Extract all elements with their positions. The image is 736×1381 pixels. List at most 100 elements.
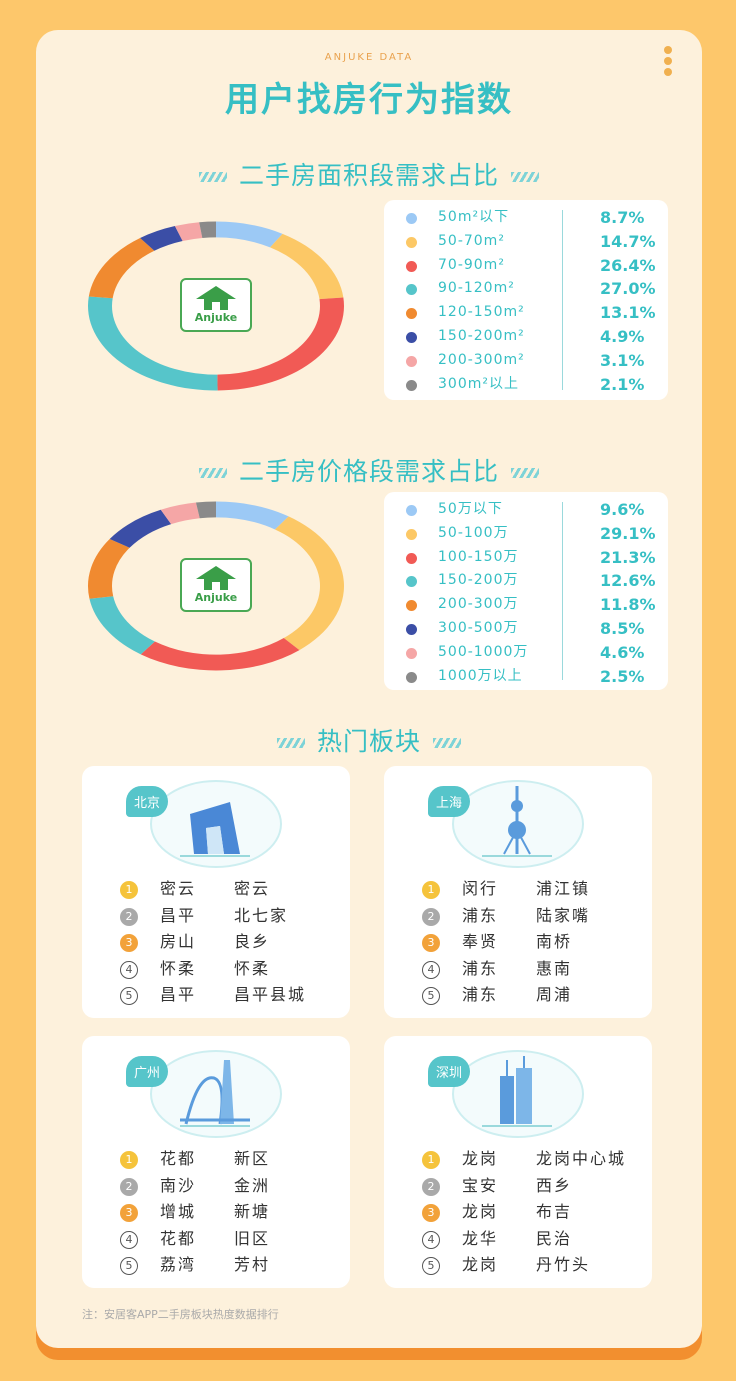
rank-medal-icon: 5 [422, 987, 440, 1005]
block-name: 浦江镇 [536, 879, 591, 898]
city-card-guangzhou: 广州 1 花都 新区 2 南沙 金洲 3 增城 新塘 4 花都 旧区 5 荔湾 芳村 [82, 1036, 350, 1288]
legend-dot-icon [406, 505, 417, 516]
legend-label: 90-120m² [438, 280, 515, 297]
district-name: 南沙 [160, 1175, 197, 1195]
city-tag: 深圳 [428, 1056, 471, 1087]
legend-item: 150-200万 12.6% [400, 569, 668, 593]
legend-label: 100-150万 [438, 548, 519, 565]
district-name: 龙华 [462, 1228, 499, 1248]
block-name: 金洲 [234, 1175, 271, 1195]
brand-label: ANJUKE DATA [324, 52, 414, 63]
donut-slice [216, 221, 283, 248]
legend-item: 100-150万 21.3% [400, 546, 668, 570]
block-name: 昌平县城 [234, 985, 307, 1004]
block-name: 旧区 [234, 1228, 271, 1248]
legend-value: 26.4% [600, 255, 656, 275]
district-name: 奉贤 [462, 932, 499, 951]
legend-dot-icon [406, 379, 417, 391]
legend-dot-icon [406, 260, 417, 272]
donut-slice [140, 225, 183, 251]
legend-label: 50-100万 [438, 524, 509, 541]
legend-dot-icon [406, 576, 417, 588]
legend-label: 150-200m² [438, 327, 525, 344]
donut-slice [109, 509, 172, 548]
legend-dot-icon [406, 355, 417, 367]
rank-medal-icon: 2 [120, 1177, 138, 1196]
block-name: 芳村 [234, 1255, 271, 1274]
block-name: 密云 [234, 879, 271, 898]
rank-medal-icon: 4 [422, 960, 440, 979]
section-title-area: 二手房面积段需求占比 [36, 156, 702, 192]
legend-item: 50万以下 9.6% [400, 498, 668, 522]
legend-item: 300m²以上 2.1% [400, 373, 668, 397]
block-name: 陆家嘴 [536, 905, 591, 925]
slash-decor-icon [198, 172, 227, 182]
rank-medal-icon: 5 [422, 1257, 440, 1275]
district-name: 昌平 [160, 905, 197, 925]
page-title-wrap: 用户找房行为指数 [36, 72, 702, 121]
more-menu-icon[interactable] [664, 46, 674, 79]
city-card-shenzhen: 深圳 1 龙岗 龙岗中心城 2 宝安 西乡 3 龙岗 布吉 4 龙华 民治 5 龙岗 丹… [384, 1036, 652, 1288]
legend-value: 12.6% [600, 571, 656, 591]
legend-value: 2.5% [600, 666, 645, 686]
legend-dot-icon [406, 308, 417, 320]
block-name: 民治 [536, 1228, 573, 1248]
legend-label: 50m²以下 [438, 209, 510, 225]
page-title: 用户找房行为指数 [217, 72, 521, 121]
donut-slice [160, 502, 200, 525]
rank-medal-icon: 2 [422, 1177, 440, 1196]
slash-decor-icon [276, 738, 305, 748]
legend-dot-icon [406, 623, 417, 635]
city-tag: 上海 [428, 786, 471, 817]
rank-medal-icon: 4 [120, 1230, 138, 1249]
legend-label: 1000万以上 [438, 667, 523, 684]
legend-value: 8.7% [600, 208, 645, 227]
block-name: 西乡 [536, 1175, 573, 1195]
rank-medal-icon: 3 [120, 934, 138, 952]
legend-item: 150-200m² 4.9% [400, 325, 668, 349]
block-name: 丹竹头 [536, 1255, 591, 1274]
rank-medal-icon: 1 [422, 881, 440, 899]
legend-item: 120-150m² 13.1% [400, 301, 668, 325]
legend-label: 50-70m² [438, 232, 505, 249]
donut-slice [216, 501, 289, 530]
rank-medal-icon: 2 [120, 907, 138, 926]
canton-tower-icon [180, 1060, 250, 1127]
legend-label: 50万以下 [438, 501, 503, 517]
rank-medal-icon: 5 [120, 987, 138, 1005]
legend-value: 9.6% [600, 500, 645, 519]
legend-label: 300m²以上 [438, 375, 519, 392]
block-name: 布吉 [536, 1202, 573, 1221]
donut-slice [140, 638, 300, 671]
legend-value: 21.3% [600, 547, 656, 567]
legend-dot-icon [406, 600, 417, 612]
district-name: 花都 [160, 1149, 197, 1168]
rank-medal-icon: 4 [120, 960, 138, 979]
block-name: 北七家 [234, 905, 289, 925]
legend-label: 150-200万 [438, 572, 519, 589]
rank-medal-icon: 1 [120, 881, 138, 899]
legend-value: 11.8% [600, 595, 656, 615]
legend-value: 29.1% [600, 523, 656, 543]
anjuke-logo: Anjuke [180, 278, 252, 332]
district-name: 昌平 [160, 985, 197, 1004]
district-name: 龙岗 [462, 1149, 499, 1168]
legend-item: 50-70m² 14.7% [400, 230, 668, 254]
legend-label: 200-300m² [438, 351, 525, 368]
house-icon [196, 566, 236, 590]
legend-dot-icon [406, 528, 417, 540]
donut-slice [217, 297, 344, 391]
legend-value: 14.7% [600, 231, 656, 251]
block-name: 新区 [234, 1149, 271, 1168]
district-name: 浦东 [462, 905, 499, 925]
price-legend: 50万以下 9.6% 50-100万 29.1% 100-150万 21.3% … [384, 492, 668, 690]
legend-item: 90-120m² 27.0% [400, 277, 668, 301]
donut-slice [88, 538, 130, 599]
block-name: 南桥 [536, 932, 573, 951]
rank-medal-icon: 2 [422, 907, 440, 926]
main-card: ANJUKE DATA 用户找房行为指数 二手房面积段需求占比 Anjuke 5… [36, 30, 702, 1348]
legend-value: 4.9% [600, 326, 645, 346]
rank-medal-icon: 3 [422, 934, 440, 952]
district-name: 增城 [160, 1202, 197, 1221]
block-name: 怀柔 [234, 958, 271, 978]
